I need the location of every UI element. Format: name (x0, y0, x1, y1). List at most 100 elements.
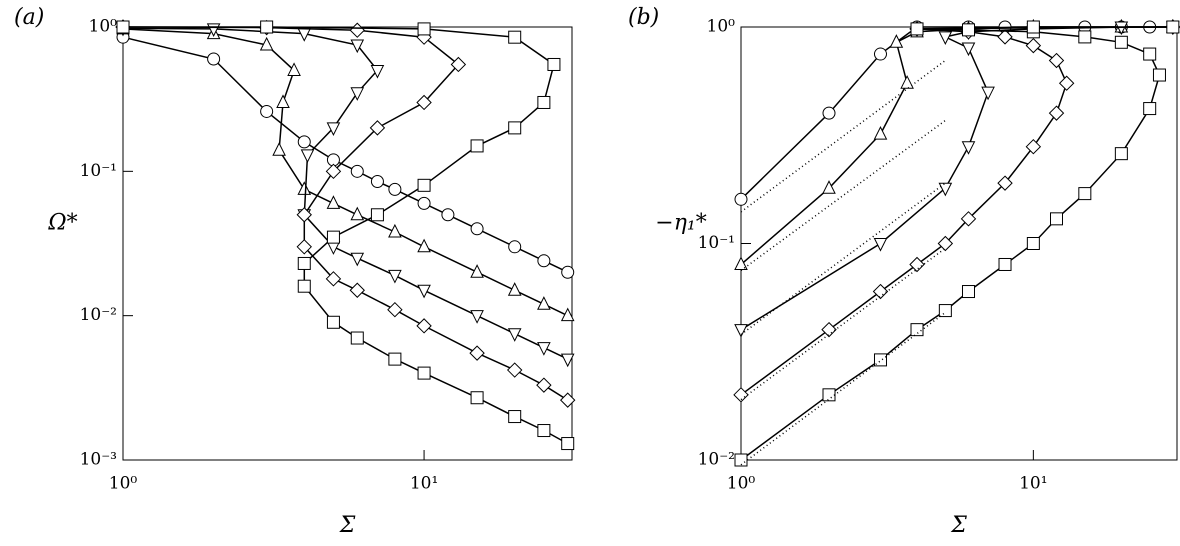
marker-square (1026, 237, 1040, 250)
marker-triangle (873, 126, 888, 140)
marker-diamond (1025, 37, 1042, 54)
marker-square (297, 256, 311, 270)
curve (740, 26, 1173, 461)
marker-square (961, 23, 975, 37)
marker-circle (470, 222, 484, 236)
plot-frame (740, 26, 1178, 461)
marker-square (417, 366, 431, 380)
marker-triangle (734, 256, 748, 270)
marker-square (508, 30, 522, 44)
marker-square (910, 22, 924, 36)
marker-triangle (900, 75, 914, 89)
marker-diamond (536, 377, 552, 393)
marker-square (417, 178, 431, 192)
y-tick-label: 10⁻¹ (80, 161, 117, 181)
marker-square (1078, 187, 1092, 201)
marker-square (417, 22, 431, 36)
marker-square (260, 20, 274, 34)
marker-circle (734, 192, 748, 206)
marker-diamond (506, 362, 523, 378)
marker-triangle (276, 94, 290, 108)
marker-triangle-down (961, 42, 976, 57)
marker-triangle-down (370, 64, 385, 79)
marker-diamond (450, 56, 467, 73)
x-axis-label: Σ (950, 513, 967, 538)
marker-triangle (507, 282, 522, 296)
curve (740, 26, 1173, 200)
marker-triangle (537, 296, 551, 310)
marker-circle (537, 254, 551, 268)
marker-triangle-down (350, 39, 365, 54)
marker-circle (350, 164, 364, 178)
marker-diamond (937, 235, 954, 252)
marker-triangle (560, 307, 575, 322)
curve (740, 311, 946, 466)
y-tick-label: 10⁰ (707, 17, 736, 37)
y-tick-label: 10⁻³ (80, 450, 117, 470)
marker-triangle (272, 142, 286, 156)
marker-circle (260, 104, 274, 118)
marker-square (1049, 212, 1063, 226)
marker-square (1026, 20, 1040, 34)
marker-circle (388, 182, 402, 196)
marker-square (1166, 20, 1180, 34)
marker-triangle-down (537, 342, 551, 356)
y-axis-label: Ω* (47, 211, 77, 236)
marker-triangle-down (326, 122, 341, 137)
marker-circle (417, 196, 431, 210)
marker-triangle-down (507, 328, 522, 342)
marker-square (326, 315, 340, 329)
marker-triangle-down (938, 31, 953, 46)
marker-square (1143, 47, 1157, 61)
marker-diamond (349, 282, 365, 298)
marker-triangle-down (938, 182, 953, 197)
marker-square (508, 121, 522, 135)
marker-diamond (909, 256, 925, 273)
marker-diamond (733, 387, 749, 403)
marker-square (537, 424, 551, 438)
x-tick-label: 10¹ (410, 474, 438, 494)
curve (740, 26, 1173, 396)
marker-triangle-down (350, 87, 365, 101)
marker-diamond (997, 175, 1013, 191)
marker-square (388, 352, 402, 366)
marker-triangle (822, 180, 836, 194)
marker-circle (441, 208, 455, 222)
curve (122, 27, 569, 360)
marker-circle (508, 240, 522, 254)
marker-diamond (296, 239, 312, 255)
marker-circle (297, 135, 311, 149)
curve (122, 26, 569, 401)
curve (122, 36, 569, 273)
marker-diamond (369, 120, 386, 136)
curve (740, 26, 1173, 331)
marker-square (470, 139, 484, 153)
marker-square (873, 353, 887, 367)
marker-square (910, 323, 924, 337)
marker-triangle-down (417, 284, 431, 299)
marker-diamond (997, 29, 1013, 45)
marker-diamond (469, 345, 485, 361)
marker-triangle (388, 223, 402, 238)
y-tick-label: 10⁻² (698, 450, 735, 470)
panel-label: (a) (14, 5, 44, 30)
marker-square (1114, 35, 1128, 49)
marker-diamond (821, 321, 837, 338)
marker-square (938, 304, 952, 318)
marker-diamond (296, 207, 312, 223)
marker-triangle-down (560, 353, 575, 368)
marker-triangle (470, 264, 484, 278)
y-axis-label: −η₁* (655, 211, 706, 236)
curve (122, 28, 569, 317)
marker-triangle (297, 181, 312, 195)
x-tick-label: 10⁰ (727, 474, 756, 494)
plot-frame (122, 26, 573, 461)
marker-triangle-down (470, 310, 484, 324)
marker-triangle-down (350, 252, 365, 267)
marker-square (537, 95, 551, 109)
marker-triangle-down (734, 324, 748, 338)
marker-diamond (387, 301, 403, 318)
marker-circle (873, 47, 887, 61)
marker-square (326, 230, 340, 244)
